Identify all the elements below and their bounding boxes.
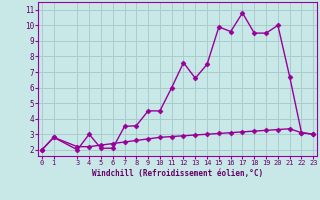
X-axis label: Windchill (Refroidissement éolien,°C): Windchill (Refroidissement éolien,°C) — [92, 169, 263, 178]
